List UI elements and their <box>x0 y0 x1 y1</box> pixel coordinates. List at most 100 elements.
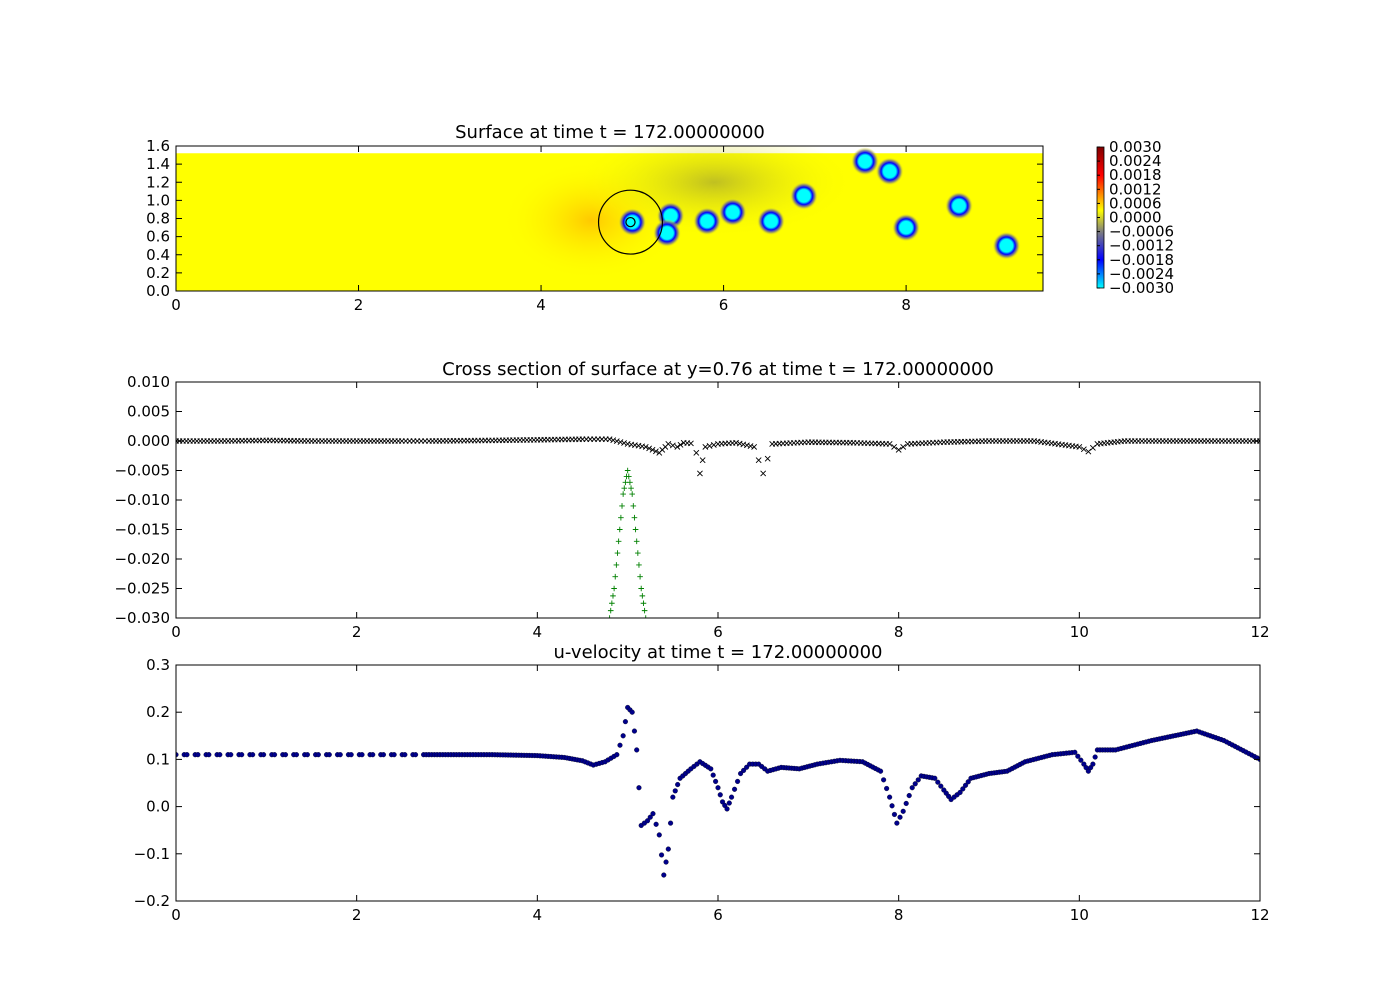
data-point <box>677 441 684 448</box>
y-tick-label: 1.4 <box>146 155 170 173</box>
y-tick-label: 0.010 <box>127 373 170 391</box>
data-point <box>609 600 615 607</box>
data-point <box>647 814 653 820</box>
data-point <box>620 733 626 739</box>
data-point <box>633 538 640 545</box>
y-tick-label: 0.0 <box>146 282 170 300</box>
data-point <box>672 788 678 794</box>
data-point <box>1076 443 1083 450</box>
surface-y-axis: 0.00.20.40.60.81.01.21.41.6 <box>146 137 1043 300</box>
data-point <box>724 806 730 812</box>
data-point <box>624 467 631 474</box>
x-tick-label: 2 <box>354 296 364 314</box>
data-point <box>641 607 648 614</box>
depression-spot <box>789 181 818 210</box>
data-point <box>903 800 909 807</box>
data-point <box>741 767 747 773</box>
data-point <box>878 768 884 774</box>
obstacle-center <box>625 216 636 228</box>
data-point <box>1085 448 1092 455</box>
data-point <box>650 811 656 817</box>
data-point <box>370 752 376 758</box>
data-point <box>271 752 278 758</box>
x-tick-label: 10 <box>1070 623 1089 641</box>
data-point <box>668 820 674 826</box>
data-point <box>617 439 624 445</box>
x-tick-label: 0 <box>171 296 181 314</box>
data-point <box>622 719 628 725</box>
depression-markers <box>618 147 1021 260</box>
data-point <box>642 615 649 618</box>
x-tick-label: 4 <box>533 623 543 641</box>
data-point <box>738 771 744 777</box>
data-point <box>610 593 616 599</box>
data-point <box>717 792 723 798</box>
data-point <box>615 538 622 545</box>
obstacle-circle <box>597 189 664 255</box>
y-tick-label: 0.005 <box>127 403 170 421</box>
data-point <box>629 491 635 497</box>
data-point <box>891 811 898 818</box>
data-point <box>760 470 767 477</box>
data-point <box>217 752 223 758</box>
y-tick-label: −0.025 <box>114 580 170 598</box>
y-tick-label: −0.010 <box>114 491 170 509</box>
data-point <box>631 728 637 734</box>
y-tick-label: 0.1 <box>146 750 170 768</box>
x-tick-label: 0 <box>171 906 181 924</box>
data-point <box>621 485 628 491</box>
data-point <box>635 550 641 556</box>
data-point <box>906 793 912 799</box>
u-velocity-panel: u-velocity at time t = 172.00000000 0 2 4 6… <box>134 642 1270 924</box>
colorbar-label: 0.0012 <box>1109 180 1162 198</box>
x-tick-label: 0 <box>171 623 181 641</box>
data-point <box>1075 753 1081 759</box>
data-point <box>663 859 669 865</box>
data-point <box>282 752 289 758</box>
data-point <box>909 785 915 791</box>
data-point <box>1090 761 1096 767</box>
data-point <box>348 752 354 758</box>
data-point <box>915 777 921 783</box>
data-point <box>751 443 758 450</box>
cross-section-frame <box>175 381 1261 619</box>
data-point <box>644 818 651 824</box>
data-point <box>661 872 667 878</box>
data-point <box>881 777 887 783</box>
data-point <box>337 752 343 758</box>
data-point <box>710 772 716 778</box>
x-tick-label: 12 <box>1250 623 1269 641</box>
data-point <box>646 445 653 452</box>
data-point <box>728 794 735 800</box>
data-point <box>1072 749 1078 755</box>
data-point <box>413 752 419 758</box>
data-point <box>1257 438 1260 444</box>
data-point <box>669 442 676 449</box>
data-point <box>621 440 627 446</box>
y-tick-label: 0.8 <box>146 210 170 228</box>
depression-spot <box>892 213 921 242</box>
data-point <box>755 457 762 464</box>
data-point <box>889 803 895 809</box>
data-point <box>708 766 714 772</box>
data-point <box>764 455 771 462</box>
series-1 <box>606 467 649 618</box>
data-point <box>606 615 613 618</box>
data-point <box>1078 757 1084 763</box>
data-point <box>639 593 646 599</box>
data-point <box>293 752 299 758</box>
data-point <box>674 443 681 450</box>
data-point <box>733 439 739 446</box>
colorbar-label: −0.0006 <box>1109 223 1174 241</box>
colorbar-label: 0.0024 <box>1109 152 1162 170</box>
data-point <box>315 752 321 758</box>
data-point <box>653 821 659 827</box>
data-point <box>611 585 617 592</box>
data-point <box>402 752 408 758</box>
data-point <box>607 607 614 614</box>
data-point <box>697 470 703 477</box>
data-point <box>932 775 938 781</box>
x-tick-label: 4 <box>533 906 543 924</box>
data-point <box>665 441 672 447</box>
data-point <box>886 441 893 447</box>
